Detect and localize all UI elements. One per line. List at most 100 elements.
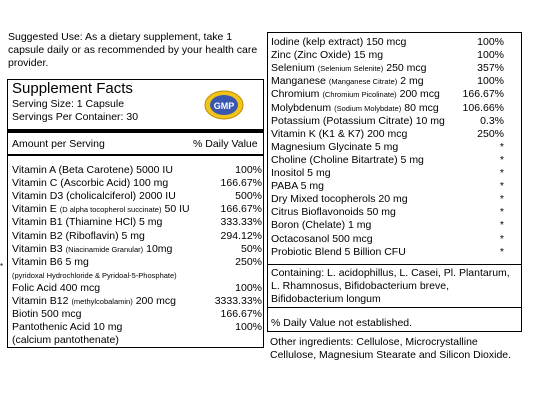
right-nutrient-name: Potassium (Potassium Citrate) 10 mg <box>271 114 445 127</box>
right-nutrient-amount: 2 mg <box>400 75 424 88</box>
right-row: Inositol 5 mg <box>271 167 331 179</box>
left-row: Vitamin A (Beta Carotene) 5000 IU <box>12 164 173 176</box>
right-nutrient-name: Boron (Chelate) 1 mg <box>271 219 372 232</box>
right-nutrient-amount: 250 mcg <box>386 62 427 75</box>
right-row: Probiotic Blend 5 Billion CFU <box>271 246 406 258</box>
right-daily-value: 166.67% <box>462 88 504 101</box>
serving-size: Serving Size: 1 Capsule <box>12 98 125 110</box>
right-daily-value: 100% <box>477 36 504 48</box>
left-daily-value: 166.67% <box>220 203 262 216</box>
right-nutrient-name: Magnesium Glycinate 5 mg <box>271 140 399 153</box>
facts-divider-thick <box>8 129 263 133</box>
containing-text: Containing: L. acidophillus, L. Casei, P… <box>271 267 510 305</box>
left-daily-value: 500% <box>235 190 262 203</box>
left-nutrient-name: Biotin 500 mcg <box>12 308 82 321</box>
amount-header: Amount per Serving <box>12 138 105 150</box>
right-nutrient-name: Probiotic Blend 5 Billion CFU <box>271 245 406 258</box>
left-row: Vitamin C (Ascorbic Acid) 100 mg <box>12 177 168 189</box>
left-nutrient-source: (D alpha tocopherol succinate) <box>59 205 162 215</box>
left-nutrient-source: (Niacinamide Granular) <box>65 244 144 254</box>
minerals-panel <box>267 32 522 332</box>
right-daily-value: * <box>499 180 504 193</box>
left-daily-value: 100% <box>235 164 262 176</box>
left-daily-value: 100% <box>235 281 262 294</box>
right-nutrient-source: (Chromium Picolinate) <box>322 90 397 100</box>
right-row: PABA 5 mg <box>271 180 324 192</box>
facts-title: Supplement Facts <box>12 80 133 97</box>
supplement-facts-panel <box>7 79 264 348</box>
right-nutrient-name: Octacosanol 500 mcg <box>271 232 373 245</box>
left-row: (pyridoxal Hydrochloride & Pyridoal-5-Ph… <box>12 269 177 282</box>
right-row: Manganese (Manganese Citrate) 2 mg <box>271 75 424 88</box>
left-nutrient-name: Vitamin A (Beta Carotene) 5000 IU <box>12 164 173 176</box>
side-asterisk: * <box>0 262 4 271</box>
right-row: Choline (Choline Bitartrate) 5 mg <box>271 154 424 166</box>
right-daily-value: * <box>499 219 504 232</box>
left-row: Vitamin B3 (Niacinamide Granular) 10mg <box>12 243 172 256</box>
right-nutrient-name: Vitamin K (K1 & K7) 200 mcg <box>271 127 408 140</box>
left-nutrient-amount: 50 IU <box>164 203 190 216</box>
left-daily-value: 250% <box>235 255 262 268</box>
right-nutrient-amount: 80 mcg <box>404 101 439 114</box>
right-daily-value: 106.66% <box>462 101 504 114</box>
right-nutrient-name: Inositol 5 mg <box>271 167 331 179</box>
left-row: Vitamin B12 (methylcobalamin) 200 mcg <box>12 295 176 308</box>
gmp-logo-text: GMP <box>214 101 235 111</box>
right-row: Potassium (Potassium Citrate) 10 mg <box>271 115 445 127</box>
left-row: (calcium pantothenate) <box>12 334 119 346</box>
left-nutrient-name: Vitamin E <box>12 203 57 216</box>
right-nutrient-name: Chromium <box>271 88 320 101</box>
left-nutrient-name: Folic Acid 400 mcg <box>12 281 101 294</box>
left-nutrient-name: Vitamin D3 (cholicalciferol) 2000 IU <box>12 190 176 203</box>
left-nutrient-name: (calcium pantothenate) <box>12 334 119 347</box>
right-row: Zinc (Zinc Oxide) 15 mg <box>271 49 383 61</box>
right-daily-value: * <box>499 245 504 258</box>
right-row: Citrus Bioflavonoids 50 mg <box>271 206 396 218</box>
left-nutrient-amount: 10mg <box>146 242 173 255</box>
right-row: Magnesium Glycinate 5 mg <box>271 141 398 153</box>
right-daily-value: * <box>499 206 504 219</box>
left-nutrient-name: Vitamin B3 <box>12 242 63 255</box>
left-nutrient-source: (pyridoxal Hydrochloride & Pyridoal-5-Ph… <box>12 270 177 280</box>
left-nutrient-name: Vitamin B1 (Thiamine HCl) 5 mg <box>12 216 163 229</box>
other-ingredients: Other ingredients: Cellulose, Microcryst… <box>270 336 512 361</box>
right-daily-value: * <box>499 232 504 245</box>
right-daily-value: 357% <box>477 62 504 75</box>
left-nutrient-name: Vitamin B6 5 mg <box>12 255 89 268</box>
right-nutrient-name: Citrus Bioflavonoids 50 mg <box>271 206 396 219</box>
left-row: Vitamin B1 (Thiamine HCl) 5 mg <box>12 216 162 228</box>
right-nutrient-name: Zinc (Zinc Oxide) 15 mg <box>271 49 384 62</box>
right-nutrient-name: Molybdenum <box>271 101 332 114</box>
daily-value-header: % Daily Value <box>193 138 258 150</box>
right-nutrient-name: Choline (Choline Bitartrate) 5 mg <box>271 153 424 166</box>
left-nutrient-name: Vitamin B2 (Riboflavin) 5 mg <box>12 229 145 242</box>
left-row: Biotin 500 mcg <box>12 308 81 320</box>
right-nutrient-amount: 200 mcg <box>399 88 440 101</box>
right-daily-value: * <box>499 167 504 179</box>
right-daily-value: 100% <box>477 75 504 88</box>
note-divider <box>268 307 521 308</box>
right-row: Molybdenum (Sodium Molybdate) 80 mcg <box>271 102 439 115</box>
left-row: Vitamin D3 (cholicalciferol) 2000 IU <box>12 190 176 202</box>
right-daily-value: * <box>499 193 504 206</box>
right-daily-value: * <box>499 153 504 166</box>
right-nutrient-name: PABA 5 mg <box>271 180 324 193</box>
right-row: Selenium (Selenium Selenite) 250 mcg <box>271 62 427 75</box>
left-nutrient-name: Vitamin B12 <box>12 295 69 307</box>
right-nutrient-name: Dry Mixed tocopherols 20 mg <box>271 193 408 206</box>
containing-divider <box>268 264 521 265</box>
left-daily-value: 294.12% <box>220 229 262 242</box>
left-daily-value: 166.67% <box>220 177 262 190</box>
right-nutrient-source: (Sodium Molybdate) <box>334 103 402 113</box>
right-daily-value: 100% <box>477 49 504 62</box>
right-nutrient-source: (Manganese Citrate) <box>328 77 398 87</box>
right-nutrient-name: Selenium <box>271 62 315 75</box>
right-row: Dry Mixed tocopherols 20 mg <box>271 193 408 205</box>
daily-value-note: % Daily Value not established. <box>271 317 413 329</box>
left-daily-value: 100% <box>235 321 262 334</box>
left-row: Folic Acid 400 mcg <box>12 282 100 294</box>
right-row: Iodine (kelp extract) 150 mcg <box>271 36 406 48</box>
facts-divider <box>8 154 263 156</box>
left-nutrient-name: Pantothenic Acid 10 mg <box>12 321 123 334</box>
left-nutrient-name: Vitamin C (Ascorbic Acid) 100 mg <box>12 177 169 190</box>
